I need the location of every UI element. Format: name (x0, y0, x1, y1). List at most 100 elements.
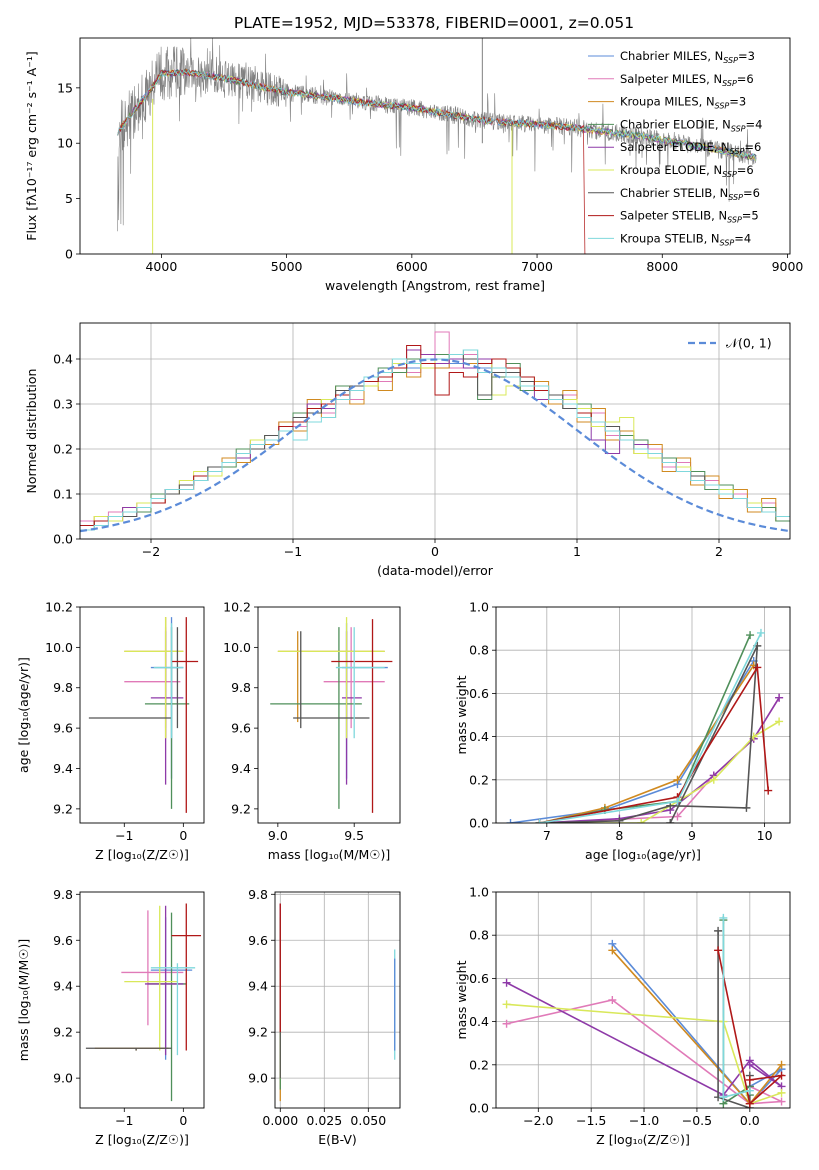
observed-spectrum (117, 38, 757, 232)
y-tick-label: 0.1 (53, 487, 73, 502)
plus-marker (673, 797, 682, 806)
y-tick-label: 9.4 (53, 761, 73, 776)
legend-value: =6 (737, 163, 754, 177)
legend-label: Kroupa ELODIE, NSSP=6 (620, 163, 754, 179)
x-tick-label: 4000 (145, 259, 177, 274)
panel-2: −1 0 9.2 9.4 9.6 9.8 10.0 10.2 Z [log₁₀(Z/Z☉)] ag… (16, 600, 205, 862)
axes-frame (79, 606, 205, 824)
legend-label: Chabrier ELODIE, NSSP=4 (620, 117, 762, 133)
x-tick-label: 8 (615, 828, 623, 843)
x-tick-label: 9000 (772, 259, 804, 274)
x-tick-label: 9.5 (344, 828, 364, 843)
y-axis-label: age [log₁₀(age/yr)] (16, 657, 31, 773)
y-tick-label: 9.8 (53, 887, 73, 902)
plus-marker (637, 819, 646, 823)
y-tick-label: 10 (57, 136, 73, 151)
plus-marker (756, 628, 765, 637)
y-tick-label: 9.6 (248, 933, 268, 948)
panel-3: 9.0 9.5 9.2 9.4 9.6 9.8 10.0 10.2 mass [log₁₀(M/… (223, 600, 401, 862)
legend-value: =4 (734, 231, 751, 245)
legend-value: =3 (738, 49, 755, 63)
y-tick-label: 9.2 (53, 801, 73, 816)
figure-title: PLATE=1952, MJD=53378, FIBERID=0001, z=0… (234, 14, 634, 32)
y-tick-label: 5 (65, 191, 73, 206)
plus-marker (764, 786, 773, 795)
legend-subscript: SSP (720, 238, 735, 247)
x-tick-label: 0.0 (740, 1113, 760, 1128)
x-tick-label: 6000 (396, 259, 428, 274)
y-tick-label: 0.0 (469, 816, 489, 831)
x-tick-label: 5000 (271, 259, 303, 274)
weight-line-7 (717, 950, 784, 1106)
plus-marker (506, 819, 515, 823)
plus-marker (502, 978, 511, 987)
y-tick-label: 9.6 (53, 933, 73, 948)
y-tick-label: 0.2 (469, 1057, 489, 1072)
panel-0: 4000 5000 6000 7000 8000 9000 0 5 10 15 wavelength… (24, 37, 803, 293)
plus-marker (673, 812, 682, 821)
legend-label: Chabrier STELIB, NSSP=6 (620, 186, 760, 202)
y-tick-label: 0.0 (469, 1101, 489, 1116)
plot-area (502, 913, 786, 1108)
weight-line-5 (506, 1003, 782, 1105)
y-tick-label: 0.3 (53, 397, 73, 412)
axes-frame (274, 891, 401, 1109)
y-tick-label: 9.0 (53, 1071, 73, 1086)
weight-line-7 (539, 665, 769, 823)
y-tick-label: 1.0 (469, 600, 489, 615)
legend-value: =4 (746, 117, 763, 131)
y-tick-label: 0.8 (469, 643, 489, 658)
panel-1: −2 −1 0 1 2 0.0 0.1 0.2 0.3 0.4 (data-model)/error… (24, 322, 791, 578)
x-tick-label: −2 (142, 544, 160, 559)
plus-marker (777, 1088, 786, 1097)
y-tick-label: 15 (57, 80, 73, 95)
x-tick-label: 7000 (521, 259, 553, 274)
plot-area (80, 331, 790, 533)
x-tick-label: 9 (688, 828, 696, 843)
y-tick-label: 0.0 (53, 532, 73, 547)
plus-marker (502, 1019, 511, 1028)
legend-text: Chabrier STELIB, N (620, 186, 728, 200)
plus-marker (745, 1075, 754, 1084)
x-tick-label: −1.0 (629, 1113, 659, 1128)
y-axis-label: Normed distribution (24, 369, 39, 494)
legend-text: Kroupa STELIB, N (620, 231, 720, 245)
y-tick-label: 10.2 (223, 600, 251, 615)
x-tick-label: 0.025 (306, 1113, 342, 1128)
legend-text: Kroupa ELODIE, N (620, 163, 722, 177)
legend-subscript: SSP (728, 193, 743, 202)
y-tick-label: 9.2 (248, 1025, 268, 1040)
legend-subscript: SSP (731, 124, 746, 133)
x-tick-label: 2 (715, 544, 723, 559)
y-tick-label: 0.2 (469, 772, 489, 787)
x-axis-label: (data-model)/error (377, 563, 494, 578)
legend: 𝒩(0, 1) (688, 336, 772, 351)
plus-marker (746, 631, 755, 640)
plus-marker (673, 775, 682, 784)
legend-label: Salpeter STELIB, NSSP=5 (620, 209, 759, 225)
x-axis-label: Z [log₁₀(Z/Z☉)] (95, 1132, 189, 1147)
legend-value: =5 (742, 209, 759, 223)
y-axis-label: mass weight (454, 960, 469, 1039)
legend-subscript: SSP (722, 79, 737, 88)
normal-curve (80, 358, 790, 533)
x-axis-label: wavelength [Angstrom, rest frame] (325, 278, 545, 293)
y-tick-label: 0.4 (469, 1014, 489, 1029)
x-tick-label: 0 (431, 544, 439, 559)
plus-marker (775, 717, 784, 726)
y-tick-label: 9.8 (53, 680, 73, 695)
x-tick-label: −1.5 (576, 1113, 606, 1128)
legend-subscript: SSP (723, 56, 738, 65)
plot-area (88, 617, 199, 813)
x-axis-label: age [log₁₀(age/yr)] (585, 847, 701, 862)
x-axis-label: E(B-V) (318, 1132, 357, 1147)
legend-label: Salpeter ELODIE, NSSP=6 (620, 140, 761, 156)
weight-line-8 (722, 917, 750, 1099)
legend-label: Salpeter MILES, NSSP=6 (620, 72, 754, 88)
y-tick-label: 9.8 (248, 887, 268, 902)
legend-subscript: SSP (722, 170, 737, 179)
x-axis-label: mass [log₁₀(M/M☉)] (268, 847, 390, 862)
plus-marker (502, 1000, 511, 1009)
legend-label: Chabrier MILES, NSSP=3 (620, 49, 755, 65)
y-axis-label: mass [log₁₀(M/M☉)] (16, 939, 31, 1061)
